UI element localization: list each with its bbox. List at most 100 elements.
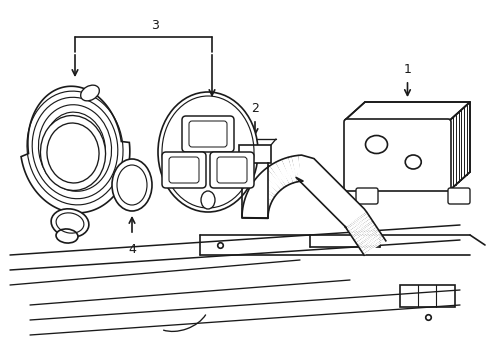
Polygon shape [363, 239, 385, 255]
Polygon shape [242, 204, 267, 207]
Polygon shape [242, 181, 267, 184]
Polygon shape [254, 177, 276, 195]
Bar [399, 285, 454, 307]
Polygon shape [245, 195, 270, 206]
Polygon shape [350, 221, 372, 237]
Polygon shape [242, 165, 267, 168]
Bar [239, 145, 270, 163]
Polygon shape [242, 200, 267, 202]
Polygon shape [345, 209, 366, 227]
Text: 1: 1 [403, 63, 410, 76]
Polygon shape [347, 216, 369, 231]
Polygon shape [345, 102, 469, 120]
Polygon shape [252, 180, 275, 197]
Polygon shape [243, 204, 268, 212]
Polygon shape [242, 188, 267, 190]
Polygon shape [243, 201, 269, 210]
Polygon shape [242, 179, 267, 181]
Ellipse shape [56, 229, 78, 243]
Ellipse shape [112, 159, 152, 211]
Polygon shape [242, 202, 267, 204]
Polygon shape [242, 213, 267, 216]
Polygon shape [249, 185, 273, 201]
Polygon shape [259, 172, 279, 193]
Polygon shape [281, 158, 293, 184]
Polygon shape [449, 102, 469, 190]
Ellipse shape [81, 85, 99, 101]
Polygon shape [269, 164, 285, 187]
Polygon shape [348, 218, 371, 234]
FancyBboxPatch shape [209, 152, 253, 188]
Polygon shape [295, 158, 364, 227]
Polygon shape [345, 213, 367, 229]
Polygon shape [285, 157, 294, 183]
FancyBboxPatch shape [343, 119, 450, 191]
Ellipse shape [365, 135, 386, 153]
Polygon shape [287, 157, 296, 183]
Polygon shape [242, 177, 267, 179]
Polygon shape [242, 184, 267, 186]
Text: 4: 4 [128, 243, 136, 256]
Polygon shape [346, 215, 368, 230]
Polygon shape [357, 231, 379, 247]
Polygon shape [242, 168, 267, 170]
Ellipse shape [44, 112, 105, 184]
Polygon shape [242, 197, 267, 200]
Polygon shape [242, 163, 267, 165]
Polygon shape [244, 198, 269, 208]
Polygon shape [242, 207, 267, 209]
Polygon shape [21, 86, 129, 213]
Polygon shape [242, 211, 268, 216]
FancyBboxPatch shape [447, 188, 469, 204]
Polygon shape [275, 161, 289, 185]
Polygon shape [242, 190, 267, 193]
Polygon shape [298, 155, 303, 181]
Polygon shape [294, 156, 301, 181]
Polygon shape [362, 238, 384, 254]
Ellipse shape [51, 209, 89, 237]
Text: 3: 3 [151, 18, 159, 32]
Polygon shape [355, 228, 378, 244]
Text: 2: 2 [250, 102, 259, 115]
Polygon shape [246, 192, 271, 204]
Polygon shape [359, 234, 382, 250]
Polygon shape [278, 159, 291, 184]
Polygon shape [295, 155, 313, 181]
Polygon shape [354, 227, 377, 243]
FancyBboxPatch shape [355, 188, 377, 204]
Polygon shape [242, 172, 267, 175]
Polygon shape [352, 223, 374, 239]
Polygon shape [351, 222, 373, 238]
Polygon shape [347, 217, 370, 233]
FancyBboxPatch shape [162, 152, 205, 188]
Bar [345, 120, 449, 190]
Ellipse shape [158, 92, 258, 212]
Polygon shape [361, 237, 384, 253]
Polygon shape [242, 215, 267, 219]
Polygon shape [264, 168, 282, 190]
Ellipse shape [41, 116, 105, 190]
Polygon shape [242, 211, 267, 213]
Polygon shape [242, 175, 267, 177]
Polygon shape [242, 218, 267, 219]
FancyBboxPatch shape [182, 116, 234, 152]
Polygon shape [250, 183, 274, 199]
Ellipse shape [405, 155, 420, 169]
Polygon shape [242, 186, 267, 188]
Polygon shape [242, 195, 267, 197]
Polygon shape [242, 193, 267, 195]
Polygon shape [345, 212, 366, 228]
Polygon shape [257, 175, 278, 194]
Polygon shape [356, 230, 378, 245]
Polygon shape [358, 232, 380, 248]
Polygon shape [353, 226, 376, 242]
Polygon shape [247, 189, 272, 202]
Polygon shape [353, 225, 375, 240]
Polygon shape [242, 208, 268, 214]
Polygon shape [242, 209, 267, 211]
Polygon shape [359, 233, 381, 249]
Polygon shape [360, 236, 383, 252]
Polygon shape [266, 166, 284, 189]
Polygon shape [349, 220, 372, 235]
Polygon shape [242, 216, 267, 218]
